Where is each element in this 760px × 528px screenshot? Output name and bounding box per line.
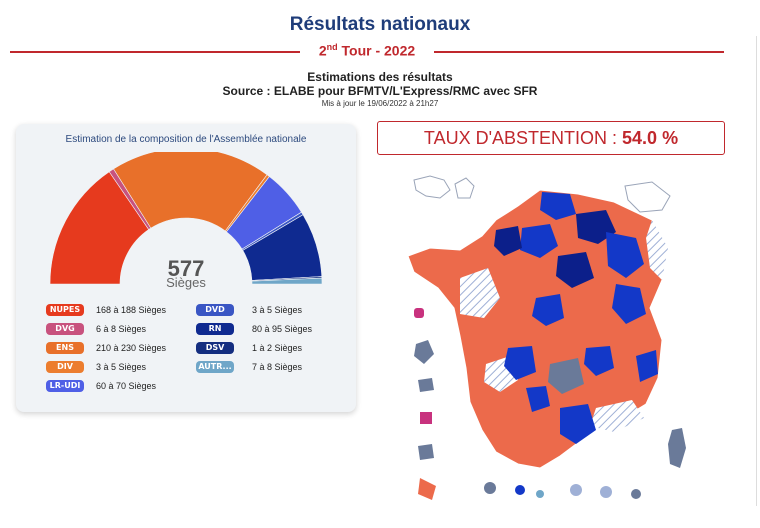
seats-dsv: 1 à 2 Sièges [252,343,303,353]
abstention-box: TAUX D'ABSTENTION : 54.0 % [377,121,725,155]
badge-dvd: DVD [196,304,234,316]
badge-dsv: DSV [196,342,234,354]
round-rest: Tour - 2022 [337,42,416,59]
assembly-card: Estimation de la composition de l'Assemb… [16,124,356,412]
badge-nupes: NUPES [46,304,84,316]
seats-dvg: 6 à 8 Sièges [96,324,147,334]
total-seats: 577 [167,256,205,281]
badge-div: DIV [46,361,84,373]
badge-rn: RN [196,323,234,335]
badge-lr-udi: LR-UDI [46,380,84,392]
right-border [756,36,757,506]
badge-ens: ENS [46,342,84,354]
seats-nupes: 168 à 188 Sièges [96,305,167,315]
round-number: 2 [318,42,327,59]
overseas-territories [414,308,641,500]
total-seats-label: Sièges [166,275,206,290]
metropolitan-france [407,189,669,469]
seats-autres: 7 à 8 Sièges [252,362,303,372]
estimates-updated: Mis à jour le 19/06/2022 à 21h27 [321,99,439,108]
seats-dvd: 3 à 5 Sièges [252,305,303,315]
france-map [407,175,686,500]
page-title: Résultats nationaux [289,14,471,35]
hemicycle-chart [49,152,323,285]
assembly-title: Estimation de la composition de l'Assemb… [65,134,307,145]
round-suffix: nd [326,42,338,52]
seats-ens: 210 à 230 Sièges [96,343,167,353]
corsica-outline [668,428,686,468]
hemicycle-segment-autr [251,277,323,285]
abstention-label: TAUX D'ABSTENTION : [423,128,623,148]
divider-left [10,51,300,53]
abstention-value: 54.0 % [622,128,679,148]
round-banner: 2nd Tour - 2022 [10,42,724,62]
badge-dvg: DVG [46,323,84,335]
seats-div: 3 à 5 Sièges [96,362,147,372]
round-label: 2nd Tour - 2022 [300,42,434,59]
divider-right [434,51,724,53]
estimates-source: Source : ELABE pour BFMTV/L'Express/RMC … [222,84,538,98]
seats-lr-udi: 60 à 70 Sièges [96,381,157,391]
estimates-title: Estimations des résultats [307,70,453,84]
seats-rn: 80 à 95 Sièges [252,324,313,334]
badge-autres: AUTR... [196,361,234,373]
hemicycle-segment-ens [113,152,268,232]
europe-outline [413,175,671,213]
